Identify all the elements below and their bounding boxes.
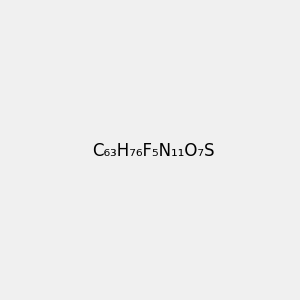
Text: C₆₃H₇₆F₅N₁₁O₇S: C₆₃H₇₆F₅N₁₁O₇S — [92, 142, 215, 160]
